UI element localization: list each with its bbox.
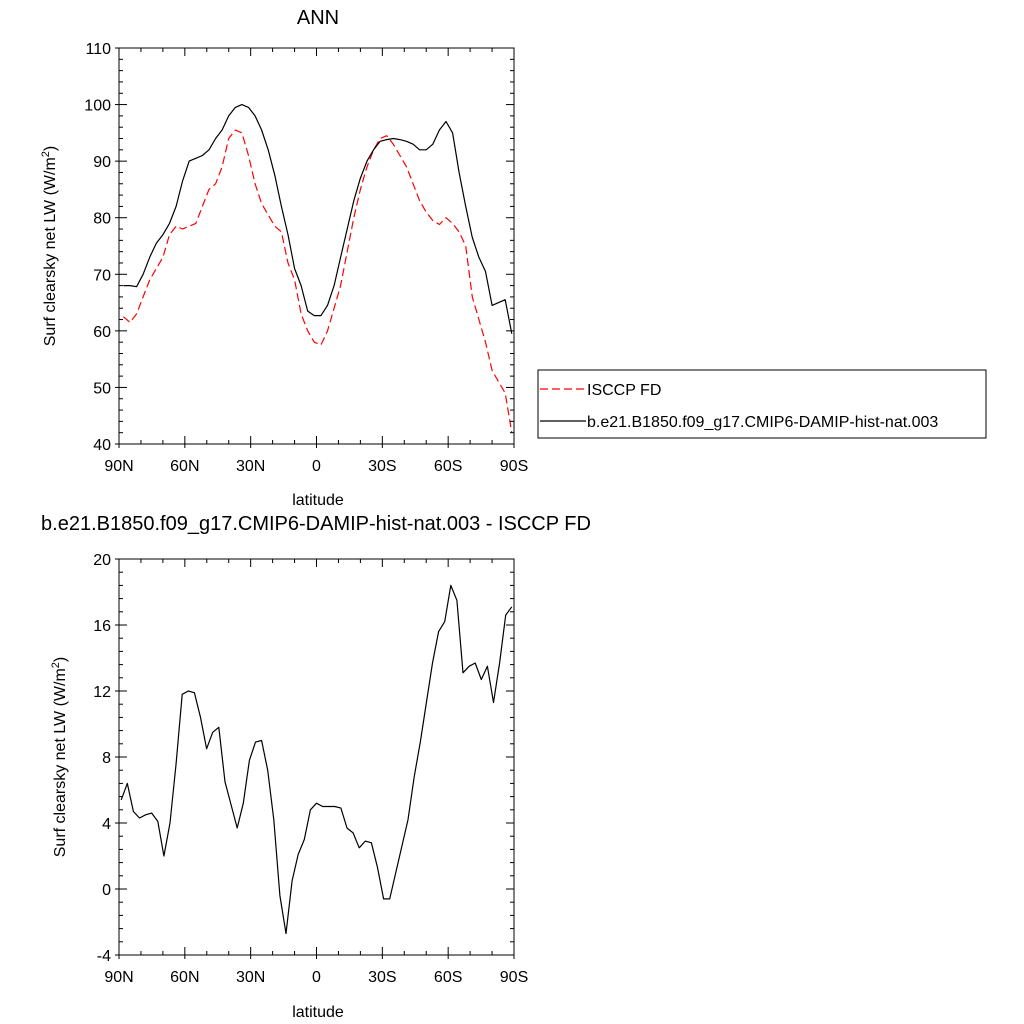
legend-box	[537, 369, 987, 439]
top-x-tick-label: 60N	[170, 458, 199, 475]
bottom-x-tick-label: 60S	[434, 969, 462, 986]
bottom-x-axis-title: latitude	[292, 1004, 344, 1021]
bottom-x-tick-label: 60N	[170, 969, 199, 986]
top-x-tick-label: 60S	[434, 458, 462, 475]
bottom-y-tick-label: 0	[102, 882, 111, 899]
bottom-y-tick-label: -4	[97, 948, 111, 965]
bottom-x-tick-label: 90N	[104, 969, 133, 986]
top-y-tick-label: 40	[93, 437, 111, 454]
bottom-y-tick-label: 8	[102, 750, 111, 767]
bottom-x-tick-label: 30S	[368, 969, 396, 986]
bottom-y-tick-label: 16	[93, 618, 111, 635]
bottom-y-tick-label: 4	[102, 816, 111, 833]
legend-label-isccp: ISCCP FD	[587, 382, 661, 399]
top-y-tick-label: 80	[93, 211, 111, 228]
bottom-plot-frame	[118, 558, 515, 956]
top-x-tick-label: 30N	[236, 458, 265, 475]
bottom-y-tick-label: 20	[93, 552, 111, 569]
top-y-tick-label: 70	[93, 267, 111, 284]
top-series-line-0	[123, 129, 513, 433]
top-y-tick-label: 60	[93, 324, 111, 341]
top-x-axis-title: latitude	[292, 492, 344, 509]
bottom-x-tick-label: 30N	[236, 969, 265, 986]
top-y-tick-label: 110	[85, 41, 111, 58]
top-y-tick-label: 100	[84, 98, 111, 115]
bottom-chart-panel: b.e21.B1850.f09_g17.CMIP6-DAMIP-hist-nat…	[41, 513, 591, 1021]
bottom-y-axis-title: Surf clearsky net LW (W/m2)	[50, 657, 69, 858]
legend-label-model: b.e21.B1850.f09_g17.CMIP6-DAMIP-hist-nat…	[587, 414, 938, 431]
top-chart-title: ANN	[297, 7, 339, 29]
top-y-tick-label: 90	[93, 154, 111, 171]
top-x-tick-label: 90S	[500, 458, 528, 475]
bottom-y-tick-label: 12	[93, 684, 111, 701]
top-plot-frame	[118, 47, 515, 445]
top-x-tick-label: 30S	[368, 458, 396, 475]
top-series-line-1	[123, 103, 513, 334]
top-chart-panel: ANN 40 50 60 70 80 90 100 110 90N 60N 30N 0 30S 60S 90…	[40, 7, 987, 509]
top-y-tick-label: 50	[93, 380, 111, 397]
bottom-series-line-0	[120, 584, 513, 935]
bottom-x-tick-label: 90S	[500, 969, 528, 986]
top-y-axis-title: Surf clearsky net LW (W/m2)	[40, 146, 59, 347]
legend: ISCCP FD b.e21.B1850.f09_g17.CMIP6-DAMIP…	[537, 369, 987, 439]
bottom-chart-title: b.e21.B1850.f09_g17.CMIP6-DAMIP-hist-nat…	[41, 513, 591, 535]
bottom-x-tick-label: 0	[312, 969, 321, 986]
top-x-tick-label: 90N	[104, 458, 133, 475]
top-x-tick-label: 0	[312, 458, 321, 475]
